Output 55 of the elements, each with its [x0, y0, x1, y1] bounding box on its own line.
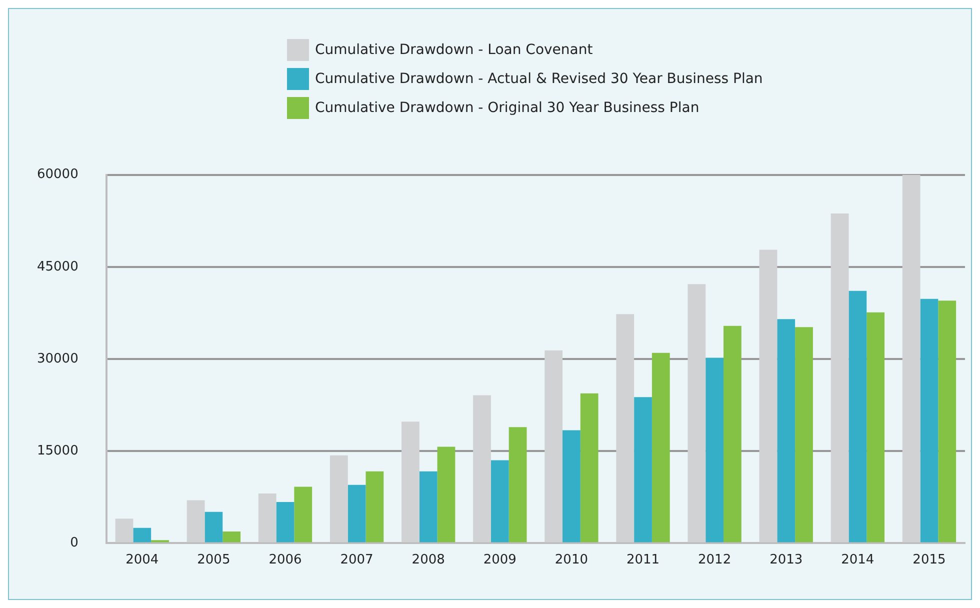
legend-label: Cumulative Drawdown - Original 30 Year Business Plan	[315, 100, 700, 116]
x-tick-label: 2004	[126, 552, 159, 568]
bar	[294, 486, 312, 542]
bar	[419, 471, 438, 542]
bar	[222, 532, 241, 542]
bar	[848, 290, 867, 542]
y-tick-label: 0	[70, 536, 78, 551]
bar	[920, 298, 938, 542]
bar	[777, 319, 796, 542]
bar	[437, 446, 456, 542]
bar	[562, 430, 580, 542]
y-tick-label: 15000	[36, 443, 78, 458]
bar	[330, 455, 348, 542]
x-tick-label: 2007	[340, 552, 374, 568]
bar	[830, 213, 849, 542]
bar	[508, 427, 527, 542]
y-tick-label: 30000	[36, 351, 78, 366]
bar	[688, 284, 706, 542]
bar	[724, 326, 742, 542]
legend-label: Cumulative Drawdown - Loan Covenant	[315, 42, 593, 58]
x-tick-label: 2015	[912, 552, 946, 568]
bar	[402, 422, 420, 542]
bar	[634, 397, 652, 542]
x-tick-label: 2008	[412, 552, 445, 568]
y-tick-label: 60000	[36, 167, 78, 182]
bar	[706, 358, 724, 542]
bar	[652, 352, 670, 542]
x-tick-label: 2006	[268, 552, 302, 568]
bar	[580, 393, 598, 542]
bar	[866, 312, 884, 542]
x-tick-label: 2011	[626, 552, 660, 568]
bar	[348, 484, 366, 542]
bar	[616, 314, 634, 542]
bar	[795, 327, 813, 542]
bar	[366, 471, 384, 542]
x-tick-label: 2014	[841, 552, 874, 568]
bar	[902, 174, 920, 542]
bar	[276, 502, 294, 542]
legend-label: Cumulative Drawdown - Actual & Revised 30 Year Business Plan	[315, 70, 763, 86]
bar	[938, 300, 956, 542]
x-tick-label: 2010	[554, 552, 588, 568]
bar	[473, 395, 491, 542]
x-tick-label: 2013	[770, 552, 803, 568]
bar	[490, 460, 509, 542]
bar	[133, 528, 152, 542]
bar	[544, 350, 563, 542]
y-tick-label: 45000	[36, 259, 78, 274]
x-tick-label: 2005	[197, 552, 230, 568]
bar	[115, 518, 134, 542]
x-tick-label: 2012	[698, 552, 732, 568]
bar	[204, 512, 223, 542]
bar	[759, 250, 778, 542]
x-tick-label: 2009	[483, 552, 516, 568]
bar	[186, 500, 205, 542]
bar	[258, 493, 276, 542]
